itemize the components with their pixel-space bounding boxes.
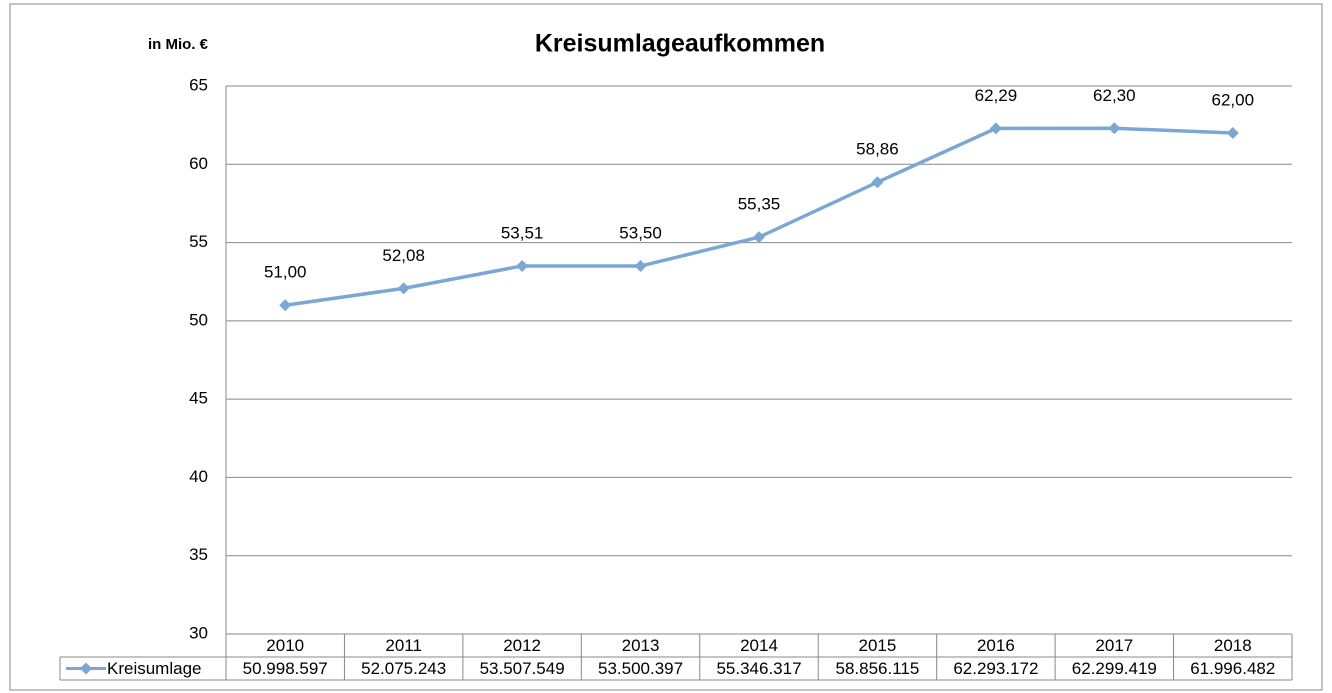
x-tick-label: 2018 [1214, 636, 1252, 655]
table-value: 61.996.482 [1190, 659, 1275, 678]
data-point [516, 259, 529, 272]
table-value: 53.507.549 [480, 659, 565, 678]
table-value: 50.998.597 [243, 659, 328, 678]
chart-title: Kreisumlageaufkommen [535, 30, 825, 58]
y-tick-label: 55 [189, 232, 208, 251]
x-tick-label: 2017 [1095, 636, 1133, 655]
x-tick-label: 2014 [740, 636, 778, 655]
x-tick-label: 2010 [266, 636, 304, 655]
legend-marker [80, 662, 92, 675]
y-axis-label: in Mio. € [148, 36, 209, 53]
y-tick-label: 65 [189, 75, 208, 94]
y-tick-label: 30 [189, 623, 208, 642]
data-label: 53,50 [619, 224, 662, 243]
data-label: 62,30 [1093, 86, 1136, 105]
x-tick-label: 2015 [859, 636, 897, 655]
data-point [1108, 122, 1121, 135]
data-point [1226, 127, 1239, 140]
x-tick-label: 2013 [622, 636, 660, 655]
data-point [989, 122, 1002, 135]
y-tick-label: 40 [189, 467, 208, 486]
table-value: 58.856.115 [836, 659, 920, 678]
data-point [634, 260, 647, 273]
data-label: 51,00 [264, 263, 307, 282]
y-tick-label: 50 [189, 310, 208, 329]
x-tick-label: 2012 [503, 636, 541, 655]
table-value: 62.299.419 [1072, 659, 1157, 678]
y-tick-label: 35 [189, 545, 208, 564]
data-label: 62,00 [1212, 91, 1255, 110]
x-tick-label: 2016 [977, 636, 1015, 655]
data-label: 62,29 [975, 86, 1018, 105]
data-line [284, 126, 1233, 307]
y-tick-label: 60 [189, 154, 208, 173]
data-point [753, 231, 765, 244]
table-value: 62.293.172 [953, 659, 1038, 678]
data-label: 52,08 [382, 246, 425, 265]
x-tick-label: 2011 [385, 636, 422, 655]
data-point [397, 282, 410, 295]
table-value: 53.500.397 [598, 659, 683, 678]
chart-border [9, 3, 1323, 691]
data-point [279, 299, 292, 312]
data-label: 55,35 [738, 195, 781, 214]
data-point [871, 176, 884, 189]
table-value: 52.075.243 [361, 659, 446, 678]
table-value: 55.346.317 [716, 659, 801, 678]
legend-label: Kreisumlage [107, 659, 202, 678]
y-tick-label: 45 [189, 389, 208, 408]
data-label: 58,86 [856, 140, 899, 159]
data-label: 53,51 [501, 223, 544, 242]
